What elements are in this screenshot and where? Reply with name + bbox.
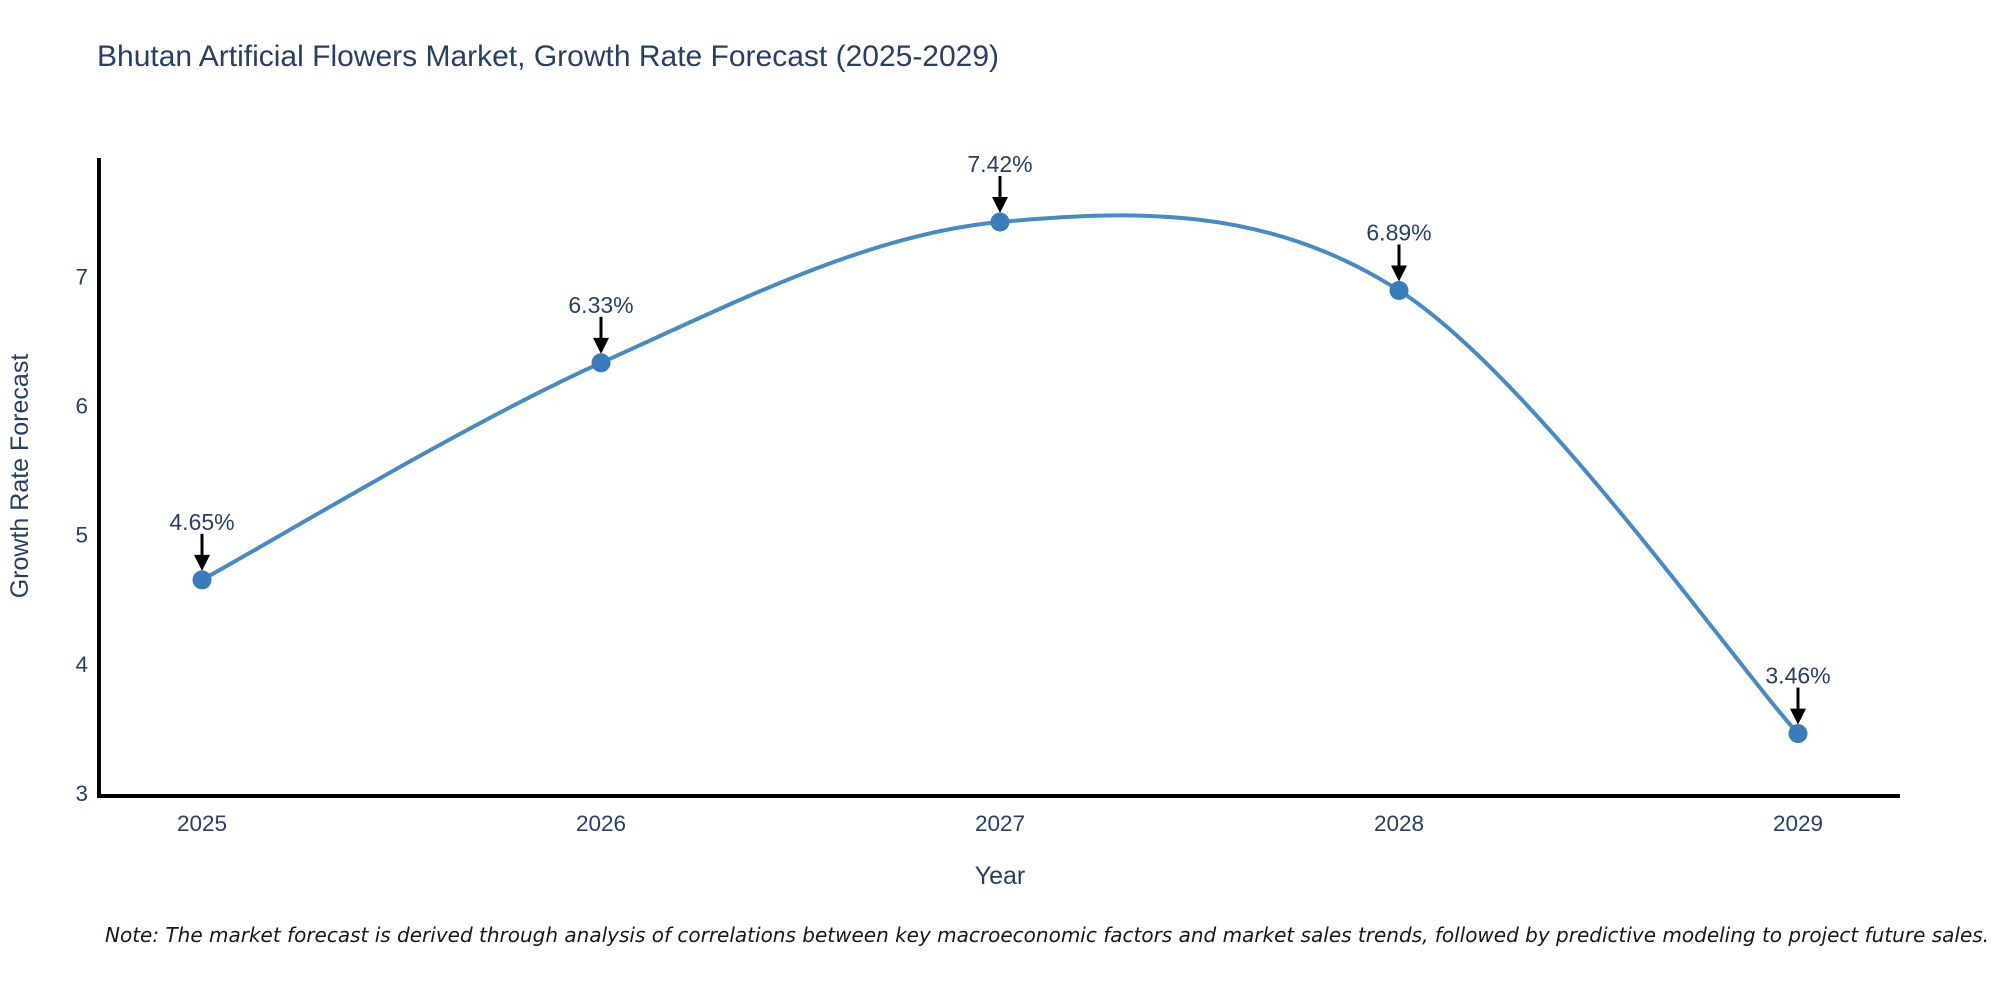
y-tick-label: 7: [75, 264, 88, 289]
annotation-arrowhead-icon: [194, 554, 210, 571]
annotation-arrowhead-icon: [1391, 265, 1407, 282]
data-point-label: 4.65%: [169, 509, 234, 535]
y-tick-label: 4: [75, 652, 88, 677]
x-tick-label: 2026: [576, 811, 626, 836]
y-tick-label: 3: [75, 781, 88, 806]
y-axis-title: Growth Rate Forecast: [6, 354, 34, 599]
x-tick-label: 2029: [1773, 811, 1823, 836]
data-point-label: 6.89%: [1366, 219, 1431, 245]
y-tick-label: 5: [75, 523, 88, 548]
data-point-marker[interactable]: [192, 570, 212, 590]
x-tick-label: 2028: [1374, 811, 1424, 836]
data-point-label: 6.33%: [568, 292, 633, 318]
data-point-marker[interactable]: [1788, 724, 1808, 744]
plot-area: 3 4 5 6 7 2025 2026 2027 2028 2029 4.65% 6.33% 7.42%…: [75, 151, 1900, 836]
x-tick-label: 2025: [177, 811, 227, 836]
data-point-label: 3.46%: [1765, 663, 1830, 689]
footnote: Note: The market forecast is derived thr…: [105, 923, 1990, 947]
x-axis-title: Year: [975, 862, 1026, 890]
line-chart-plot[interactable]: 3 4 5 6 7 2025 2026 2027 2028 2029 4.65% 6.33% 7.42%…: [0, 0, 2000, 910]
x-tick-label: 2027: [975, 811, 1025, 836]
annotation-arrowhead-icon: [992, 197, 1008, 214]
data-point-marker[interactable]: [990, 212, 1010, 232]
data-point-label: 7.42%: [967, 151, 1032, 177]
data-point-marker[interactable]: [591, 353, 611, 373]
chart-title: Bhutan Artificial Flowers Market, Growth…: [97, 40, 1000, 73]
y-tick-label: 6: [75, 393, 88, 418]
data-point-marker[interactable]: [1389, 280, 1409, 300]
forecast-line: [201, 213, 1800, 735]
annotation-arrowhead-icon: [593, 337, 609, 354]
annotation-arrowhead-icon: [1790, 708, 1806, 725]
